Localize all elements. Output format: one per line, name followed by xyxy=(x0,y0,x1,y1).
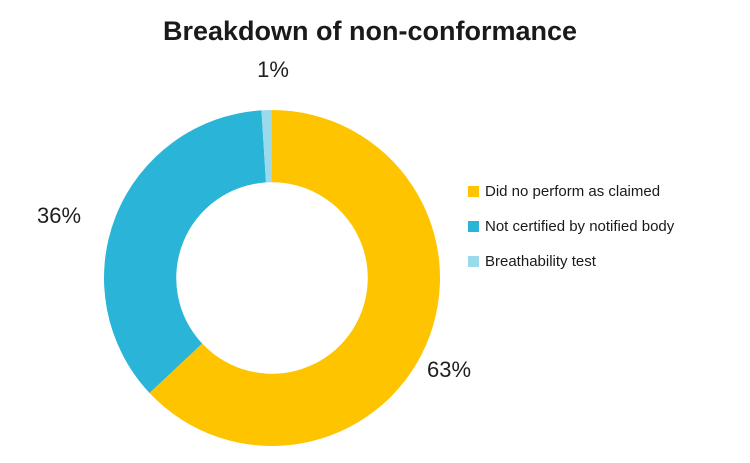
legend-item-2: Not certified by notified body xyxy=(468,217,674,235)
data-label-3: 1% xyxy=(257,57,289,82)
donut-slice-2 xyxy=(104,110,266,394)
legend-swatch-icon xyxy=(468,185,479,197)
legend-item-1: Did no perform as claimed xyxy=(468,182,674,200)
data-label-1: 63% xyxy=(426,357,472,382)
data-label-2: 36% xyxy=(36,203,82,228)
donut-slice-1 xyxy=(149,110,440,446)
legend-swatch-icon xyxy=(468,220,479,232)
legend-label: Did no perform as claimed xyxy=(485,182,661,200)
chart-title: Breakdown of non-conformance xyxy=(162,16,578,46)
legend-swatch-icon xyxy=(468,255,479,267)
legend: Did no perform as claimed Not certified b… xyxy=(468,182,674,270)
donut-slice-3 xyxy=(261,110,272,183)
legend-label: Not certified by notified body xyxy=(485,217,675,235)
legend-label: Breathability test xyxy=(485,252,596,270)
legend-item-3: Breathability test xyxy=(468,252,674,270)
